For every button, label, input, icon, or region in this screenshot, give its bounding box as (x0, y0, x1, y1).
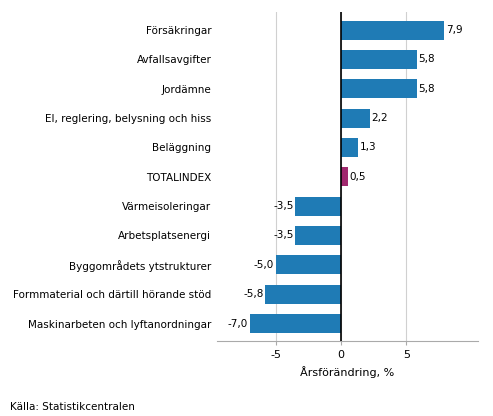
Text: 1,3: 1,3 (359, 142, 376, 152)
Bar (249, 314, 341, 333)
Bar (341, 167, 348, 186)
Bar (295, 197, 341, 215)
Bar (341, 20, 444, 40)
Text: -3,5: -3,5 (273, 201, 294, 211)
Text: -5,0: -5,0 (254, 260, 274, 270)
Text: -3,5: -3,5 (273, 230, 294, 240)
Bar (276, 255, 341, 275)
Text: 0,5: 0,5 (349, 172, 366, 182)
Text: -5,8: -5,8 (244, 289, 264, 299)
Bar (341, 109, 370, 128)
Bar (295, 226, 341, 245)
Text: 5,8: 5,8 (419, 84, 435, 94)
Bar (341, 79, 417, 98)
Text: 7,9: 7,9 (446, 25, 462, 35)
X-axis label: Årsförändring, %: Årsförändring, % (300, 366, 395, 378)
Bar (341, 50, 417, 69)
Bar (265, 285, 341, 304)
Text: Källa: Statistikcentralen: Källa: Statistikcentralen (10, 402, 135, 412)
Text: -7,0: -7,0 (228, 319, 248, 329)
Text: 2,2: 2,2 (371, 113, 388, 123)
Bar (341, 138, 358, 157)
Text: 5,8: 5,8 (419, 54, 435, 64)
